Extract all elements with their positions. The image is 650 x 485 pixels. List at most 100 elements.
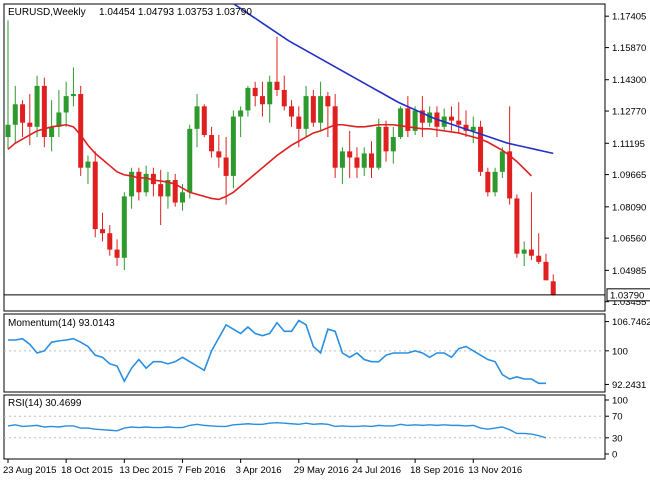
candle (339, 147, 345, 185)
candle-body (274, 81, 280, 90)
candle-body (507, 151, 513, 199)
candle (325, 92, 331, 138)
candle-body (463, 124, 469, 131)
candle-body (419, 110, 425, 123)
current-price-label: 1.03790 (610, 290, 644, 301)
price-panel: 1.17405 1.15870 1.14300 1.12770 1.11195 1.096… (3, 3, 650, 312)
candle-body (492, 171, 498, 193)
candle-body (521, 249, 527, 254)
candle (20, 100, 26, 138)
candle (27, 94, 33, 146)
price-y-tick-label: 1.09665 (612, 170, 646, 181)
candle-body (85, 161, 91, 168)
candle-body (325, 96, 331, 107)
price-panel-frame (3, 3, 606, 312)
candle (12, 85, 18, 144)
candle (216, 134, 222, 168)
candle (354, 147, 360, 178)
candle-body (405, 108, 411, 131)
candle (303, 85, 309, 138)
candle (63, 81, 69, 127)
candle-body (34, 85, 40, 127)
candle (543, 253, 549, 281)
rsi-panel: 100 70 30 0 RSI(14) 30.4699 (3, 394, 628, 461)
momentum-y-tick-label: 92.2431 (612, 380, 646, 391)
candle (456, 102, 462, 133)
candle-body (361, 153, 367, 168)
candle-body (369, 153, 374, 168)
candle-body (230, 116, 236, 176)
candle (230, 110, 236, 189)
candle (187, 124, 193, 199)
candle-body (20, 104, 26, 123)
candle-body (485, 171, 491, 193)
candle (49, 100, 55, 152)
candle (245, 85, 251, 117)
price-y-tick-label: 1.12770 (612, 107, 646, 118)
candle-body (390, 137, 396, 152)
candle (376, 118, 382, 170)
price-y-tick-label: 1.03455 (612, 297, 646, 308)
momentum-y-tick-label: 100 (612, 346, 628, 357)
price-y-tick-label: 1.17405 (612, 12, 646, 23)
candle (289, 100, 295, 127)
momentum-panel: 106.7462 100 92.2431 Momentum(14) 93.0143 (3, 313, 650, 393)
candle-body (216, 151, 222, 158)
candle (34, 75, 40, 138)
candle-body (427, 112, 433, 123)
candle (172, 173, 178, 207)
candle-body (70, 94, 76, 97)
candle (158, 169, 164, 226)
candle-body (209, 134, 215, 152)
candle (347, 130, 353, 178)
candle (56, 89, 62, 138)
candle (398, 106, 404, 140)
x-tick-label: 29 May 2016 (294, 465, 349, 476)
candle (238, 106, 244, 138)
rsi-y-tick-label: 70 (612, 412, 623, 423)
candle (92, 151, 98, 238)
rsi-level-lines (4, 415, 605, 439)
rsi-label: RSI(14) 30.4699 (8, 398, 82, 409)
price-y-tick-label: 1.08090 (612, 202, 646, 213)
candle (528, 192, 534, 260)
candle (129, 167, 135, 209)
price-y-tick-label: 1.11195 (612, 139, 645, 150)
momentum-series-line (8, 319, 546, 385)
candle (41, 77, 47, 148)
candle-body (281, 89, 287, 107)
candle-body (238, 110, 244, 117)
x-tick-label: 18 Sep 2016 (410, 465, 464, 476)
candle-body (12, 104, 18, 125)
candle-body (347, 151, 353, 158)
candle (369, 141, 374, 178)
candle (100, 212, 106, 242)
candle-body (470, 126, 476, 131)
x-tick-label: 18 Oct 2015 (61, 465, 113, 476)
rsi-y-axis: 100 70 30 0 (605, 396, 628, 461)
candle-body (5, 124, 11, 138)
candle-body (310, 96, 316, 123)
candle-body (165, 180, 171, 197)
candle-body (383, 126, 389, 152)
candle-body (528, 249, 534, 256)
candle (114, 239, 120, 266)
momentum-y-tick-label: 106.7462 (612, 317, 650, 328)
candle (281, 75, 287, 111)
candle-body (63, 96, 69, 113)
candle (223, 137, 229, 205)
price-y-tick-label: 1.06560 (612, 234, 646, 245)
candle (448, 106, 454, 131)
candle (209, 126, 215, 158)
candle-body (245, 87, 251, 111)
momentum-label: Momentum(14) 93.0143 (8, 318, 115, 329)
candle-body (172, 180, 178, 203)
candle (536, 233, 542, 264)
candle (252, 81, 258, 107)
x-tick-label: 3 Apr 2016 (236, 465, 282, 476)
candle (5, 20, 11, 150)
momentum-panel-frame (3, 313, 606, 393)
candle (78, 85, 84, 176)
candle-body (187, 128, 193, 193)
